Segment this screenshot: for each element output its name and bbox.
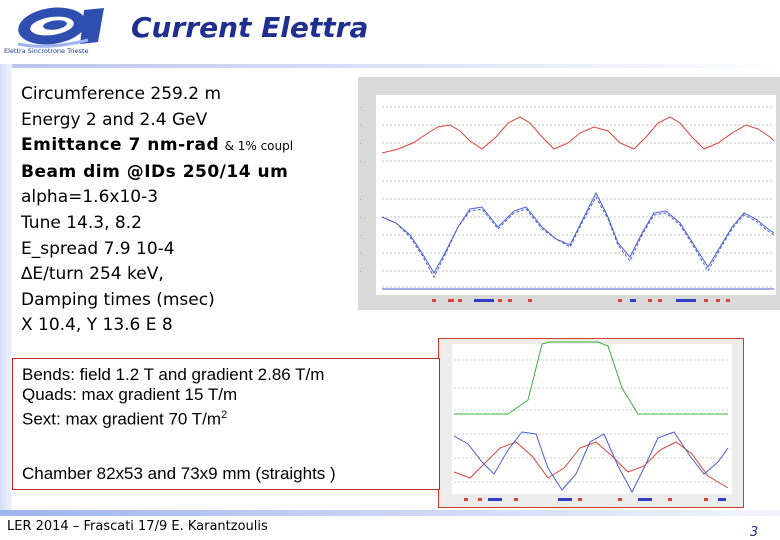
page-number: 3 [750,525,759,540]
sext-superscript: 2 [221,409,228,421]
svg-text:·: · [360,251,362,257]
bends-line: Bends: field 1.2 T and gradient 2.86 T/m [22,365,325,384]
header-divider [0,64,780,68]
page-title: Current Elettra [131,11,369,44]
logo-caption: Elettra Sincrotrone Trieste [4,47,89,55]
spec-alpha: alpha=1.6x10-3 [21,187,159,208]
side-bar [0,64,12,512]
footer-bar [0,510,780,516]
spec-list: Circumference 259.2 m Energy 2 and 2.4 G… [21,82,293,339]
magnet-plot [438,338,744,508]
spec-damping-values: X 10.4, Y 13.6 E 8 [21,315,173,336]
spec-damping: Damping times (msec) [21,289,215,310]
svg-text:·: · [360,197,362,203]
optics-plot: · · · · · · · · · [358,77,780,310]
spec-eturn: ∆E/turn 254 keV, [21,264,164,285]
slide-header: Elettra Sincrotrone Trieste Current Elet… [0,0,780,64]
spec-espread: E_spread 7.9 10-4 [21,238,175,259]
quads-line: Quads: max gradient 15 T/m [22,385,238,404]
svg-text:·: · [360,159,362,165]
svg-text:·: · [360,269,362,275]
svg-text:·: · [360,215,362,221]
chamber-line: Chamber 82x53 and 73x9 mm (straights ) [22,464,336,483]
magnet-info-text: Bends: field 1.2 T and gradient 2.86 T/m… [22,365,324,430]
spec-tune: Tune 14.3, 8.2 [21,212,142,233]
spec-energy: Energy 2 and 2.4 GeV [21,109,208,130]
spec-emittance: Emittance 7 nm-rad & 1% coupl [21,133,293,160]
spec-beam-dim: Beam dim @IDs 250/14 um [21,161,289,182]
spec-emittance-value: Emittance 7 nm-rad [21,135,220,156]
spec-circumference: Circumference 259.2 m [21,84,222,104]
spec-emittance-note: & 1% coupl [224,139,294,154]
svg-text:·: · [360,233,362,239]
svg-text:·: · [360,123,362,129]
sext-text: Sext: max gradient 70 T/m [22,409,222,429]
svg-text:·: · [360,105,362,111]
sext-line: Sext: max gradient 70 T/m2 [22,405,324,430]
footer-text: LER 2014 – Frascati 17/9 E. Karantzoulis [7,519,268,534]
magnet-info-box [12,358,440,490]
svg-text:·: · [360,141,362,147]
elettra-logo [17,7,104,48]
